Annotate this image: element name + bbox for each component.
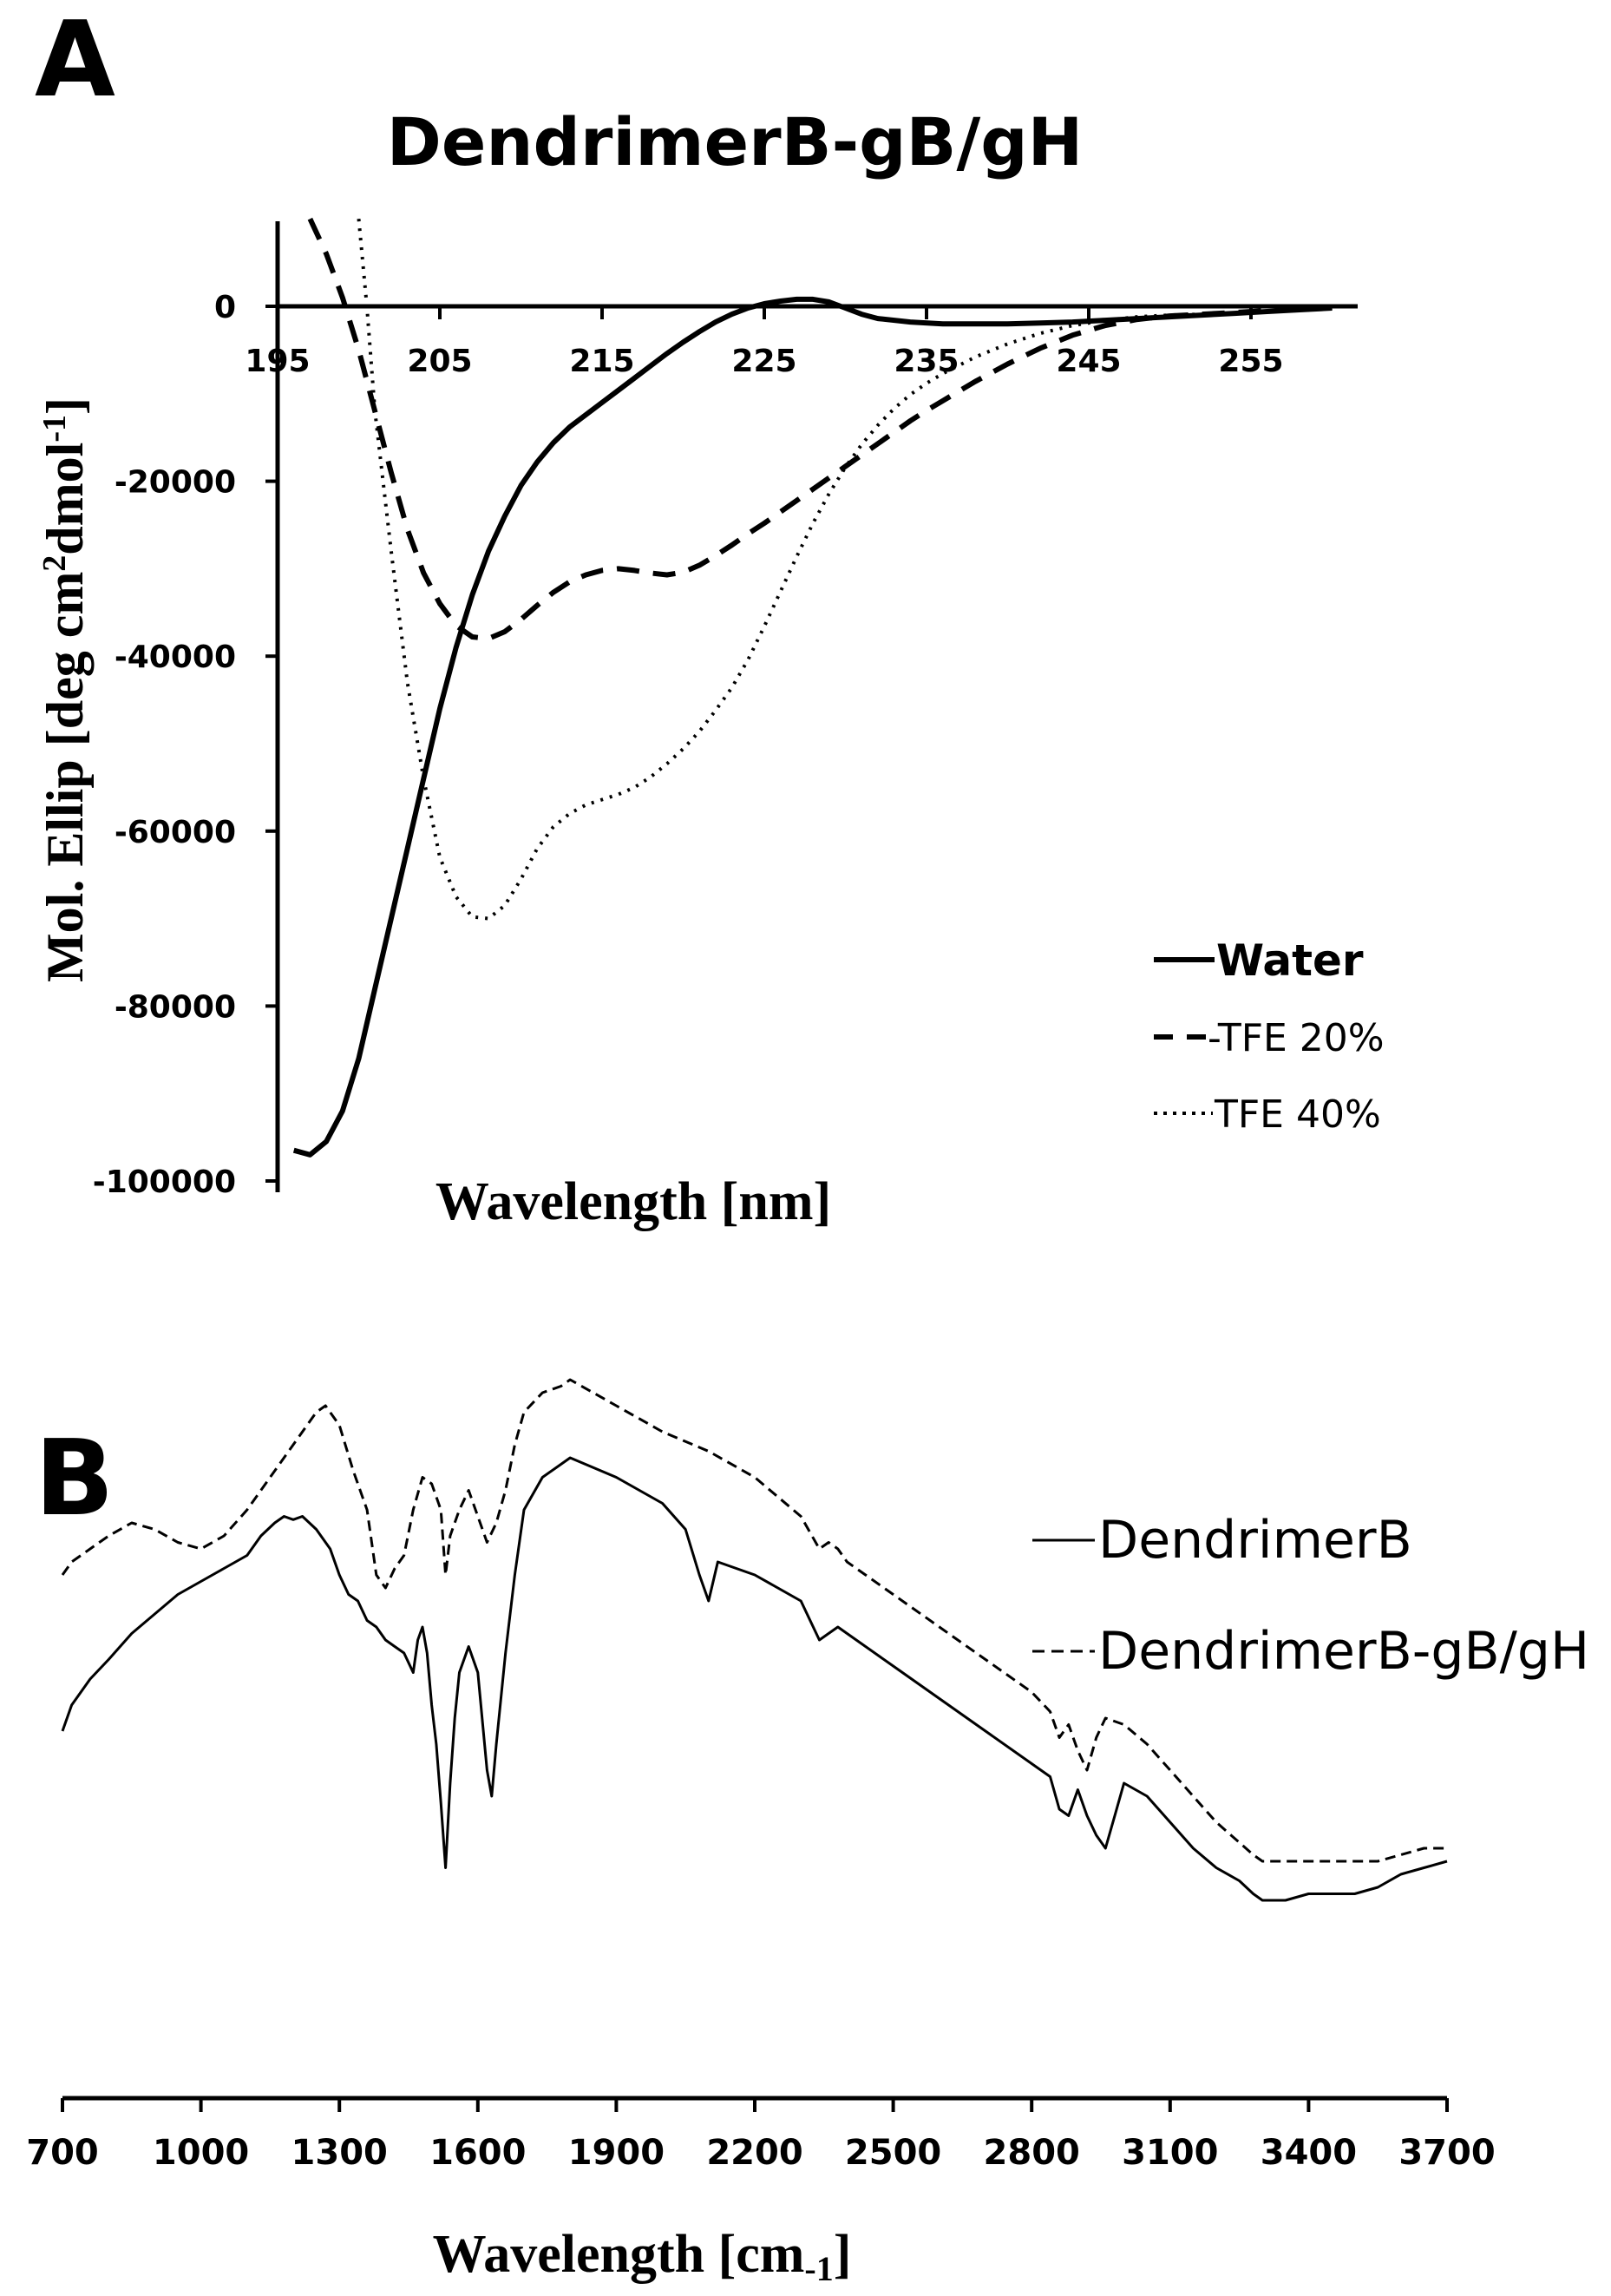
x-tick-label: 1000	[153, 2133, 249, 2173]
legend-label-dendrimerb: DendrimerB	[1098, 1510, 1412, 1571]
x-tick-label: 2200	[706, 2133, 802, 2173]
x-tick-label: 255	[1218, 344, 1283, 379]
legend-label-tfe40: TFE 40%	[1214, 1092, 1381, 1137]
x-tick-label: 3400	[1261, 2133, 1357, 2173]
series-line-dendrimerb	[61, 1456, 1448, 1902]
legend-label-dendrimerb-gbgh: DendrimerB-gB/gH	[1098, 1621, 1589, 1682]
y-tick-label: -40000	[115, 640, 236, 675]
x-tick-label: 235	[894, 344, 959, 379]
x-tick-label: 225	[731, 344, 796, 379]
chart-a-series	[292, 217, 1333, 1158]
x-tick-label: 3700	[1398, 2133, 1495, 2173]
x-tick-label: 2800	[984, 2133, 1080, 2173]
x-tick-label: 245	[1056, 344, 1121, 379]
x-tick-label: 2500	[845, 2133, 941, 2173]
chart-a-y-ticks: 0 -20000 -40000 -60000 -80000 -100000	[93, 290, 278, 1200]
panel-b-label: B	[35, 1419, 114, 1539]
chart-b-series	[61, 1378, 1448, 1902]
panel-a-label: A	[35, 0, 115, 121]
panel-a: A DendrimerB-gB/gH 0 -20000 -40000 -60000 -8…	[35, 0, 1385, 1231]
chart-a-legend: Water -TFE 20% TFE 40%	[1154, 935, 1385, 1137]
chart-a-x-label: Wavelength [nm]	[435, 1172, 831, 1231]
x-tick-label: 205	[407, 344, 472, 379]
y-tick-label: -60000	[115, 815, 236, 850]
y-tick-label: -20000	[115, 465, 236, 501]
legend-label-water: Water	[1216, 935, 1364, 986]
series-line-tfe-40-	[357, 219, 1333, 921]
chart-a-title: DendrimerB-gB/gH	[387, 103, 1083, 180]
y-tick-label: 0	[214, 290, 236, 325]
chart-b-x-ticks: 700 1000 1300 1600 1900 2200 2500 2800 3100 3400 3…	[26, 2098, 1496, 2173]
x-tick-label: 3100	[1122, 2133, 1218, 2173]
x-tick-label: 1900	[568, 2133, 665, 2173]
series-line-water	[292, 296, 1333, 1158]
x-tick-label: 215	[569, 344, 634, 379]
panel-b: B DendrimerB DendrimerB-gB/gH 700 1000 130…	[26, 1378, 1589, 2288]
series-line-tfe-20-	[307, 217, 1333, 641]
x-tick-label: 1600	[429, 2133, 526, 2173]
chart-b-legend: DendrimerB DendrimerB-gB/gH	[1032, 1510, 1589, 1682]
x-tick-label: 1300	[291, 2133, 388, 2173]
chart-a-x-ticks: 195 205 215 225 235 245 255	[245, 306, 1284, 379]
chart-a-y-label: Mol. Ellip [deg cm2dmol-1]	[36, 397, 94, 982]
x-tick-label: 700	[26, 2133, 99, 2173]
chart-b-x-label: Wavelength [cm-1]	[433, 2225, 852, 2288]
legend-label-tfe20: -TFE 20%	[1208, 1016, 1385, 1060]
y-tick-label: -100000	[93, 1164, 236, 1200]
y-tick-label: -80000	[115, 989, 236, 1025]
series-line-dendrimerb-gb-gh	[61, 1378, 1447, 1863]
